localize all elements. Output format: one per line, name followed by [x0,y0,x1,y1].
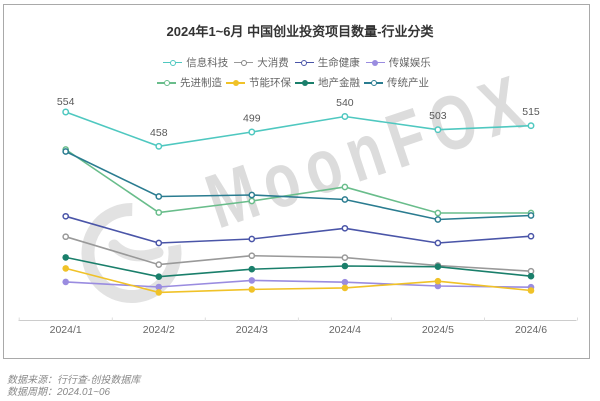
svg-text:458: 458 [150,127,168,139]
svg-text:2024/4: 2024/4 [329,324,361,336]
svg-text:2024/1: 2024/1 [50,324,82,336]
svg-text:2024/2: 2024/2 [143,324,175,336]
svg-text:2024/5: 2024/5 [422,324,454,336]
svg-text:2024/6: 2024/6 [515,324,547,336]
svg-text:540: 540 [336,97,354,109]
svg-text:499: 499 [243,113,261,125]
svg-text:2024/3: 2024/3 [236,324,268,336]
svg-text:503: 503 [429,110,447,122]
svg-text:515: 515 [522,106,540,118]
svg-text:554: 554 [57,96,75,108]
